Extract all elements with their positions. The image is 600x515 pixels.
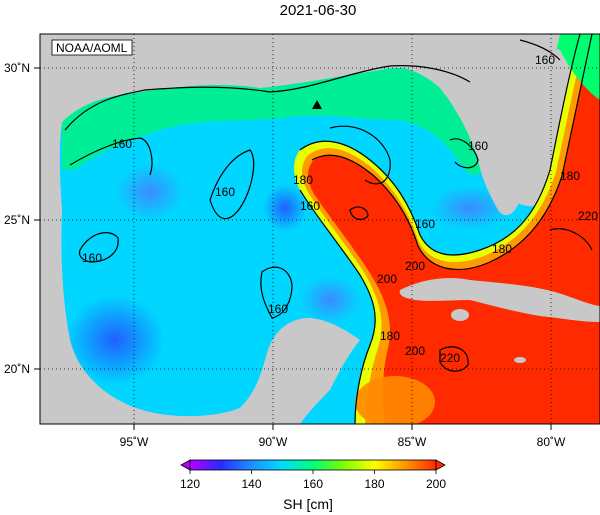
contour-label: 160: [112, 137, 132, 151]
cold-eddy-west: [116, 164, 184, 220]
contour-label-group: 160 160 160 160 160 160 180 160 180 200 …: [82, 53, 598, 365]
x-tick-label: 90˚W: [259, 435, 288, 449]
mexico: [40, 34, 470, 424]
shelf-green: [62, 67, 500, 175]
contour-label: 200: [405, 344, 425, 358]
contour-label: 220: [440, 351, 460, 365]
loop-current-red: [308, 34, 600, 424]
y-tick-label: 20˚N: [4, 362, 30, 376]
colorbar-tick: 140: [241, 477, 261, 491]
cold-eddy-southwest: [65, 295, 165, 385]
contour-label: 160: [215, 185, 235, 199]
station-triangle-marker: [312, 100, 322, 109]
colorbar-tick: 200: [426, 477, 446, 491]
colorbar-tick: 180: [364, 477, 384, 491]
contour-label: 180: [380, 329, 400, 343]
axis-labels: 95˚W 90˚W 85˚W 80˚W 30˚N 25˚N 20˚N: [4, 61, 566, 449]
warm-patch-south: [355, 376, 435, 424]
map-area: 160 160 160 160 160 160 180 160 180 200 …: [40, 34, 600, 424]
colorbar-tick: 120: [180, 477, 200, 491]
contour-label: 180: [492, 242, 512, 256]
contour-label: 160: [82, 251, 102, 265]
contour-label: 160: [268, 302, 288, 316]
credit-box: [51, 39, 133, 56]
contour-label: 160: [468, 139, 488, 153]
graticule: [40, 34, 600, 424]
colorbar-low-arrow: [180, 459, 191, 471]
map-title: 2021-06-30: [279, 2, 357, 19]
y-tick-label: 25˚N: [4, 213, 30, 227]
colorbar-label: SH [cm]: [283, 496, 333, 512]
contour-label: 200: [405, 259, 425, 273]
contour-label: 220: [578, 209, 598, 223]
x-tick-label: 80˚W: [537, 435, 566, 449]
colorbar-high-arrow: [435, 459, 446, 471]
cold-eddy-south: [300, 276, 360, 324]
isle-of-youth: [451, 309, 469, 321]
colorbar-tick: 160: [303, 477, 323, 491]
colorbar: 120 140 160 180 200: [180, 459, 446, 491]
colorbar-gradient: [189, 459, 437, 471]
islet: [514, 357, 526, 363]
cuba: [399, 278, 600, 322]
x-tick-label: 95˚W: [120, 435, 149, 449]
contour-label: 200: [377, 272, 397, 286]
x-tick-label: 85˚W: [398, 435, 427, 449]
map-frame: [39, 33, 600, 425]
tick-marks: [34, 67, 552, 430]
contour-label: 180: [560, 169, 580, 183]
contour-label: 160: [535, 53, 555, 67]
atlantic-north: [510, 34, 600, 100]
credit-label: NOAA/AOML: [56, 41, 128, 55]
y-tick-label: 30˚N: [4, 61, 30, 75]
yucatan: [150, 318, 360, 424]
contour-label: 160: [300, 199, 320, 213]
florida: [440, 34, 560, 216]
contour-lines: [64, 34, 593, 424]
contour-label: 160: [415, 217, 435, 231]
cold-eddy-east: [430, 186, 510, 230]
contour-label: 180: [293, 173, 313, 187]
